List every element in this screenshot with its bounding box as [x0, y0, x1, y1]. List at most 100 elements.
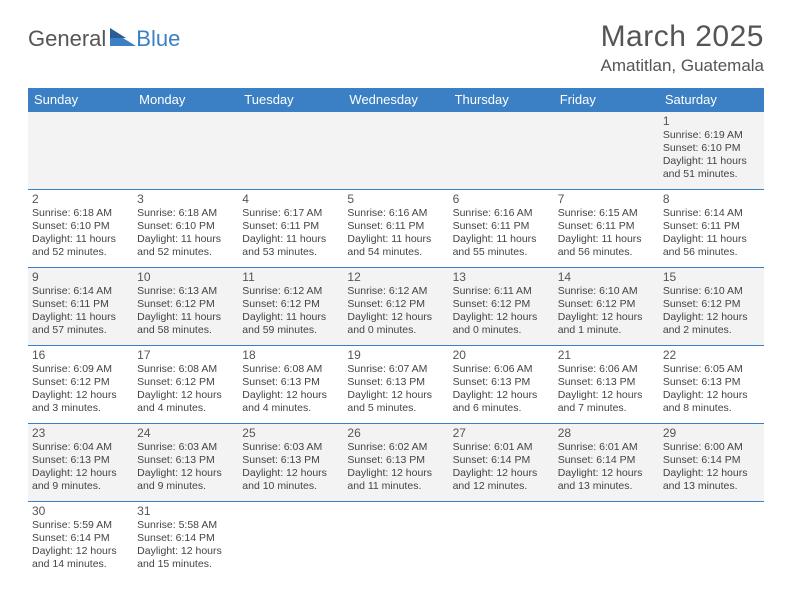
daylight-text: Daylight: 12 hours and 14 minutes.: [32, 545, 129, 571]
calendar-day-cell: 1Sunrise: 6:19 AMSunset: 6:10 PMDaylight…: [659, 112, 764, 190]
daylight-text: Daylight: 12 hours and 12 minutes.: [453, 467, 550, 493]
calendar-week-row: 30Sunrise: 5:59 AMSunset: 6:14 PMDayligh…: [28, 502, 764, 580]
weekday-header: Wednesday: [343, 88, 448, 112]
calendar-day-cell: 14Sunrise: 6:10 AMSunset: 6:12 PMDayligh…: [554, 268, 659, 346]
daylight-text: Daylight: 12 hours and 13 minutes.: [558, 467, 655, 493]
sunset-text: Sunset: 6:11 PM: [347, 220, 444, 233]
weekday-header: Sunday: [28, 88, 133, 112]
day-number: 19: [347, 348, 444, 362]
day-number: 15: [663, 270, 760, 284]
weekday-header-row: Sunday Monday Tuesday Wednesday Thursday…: [28, 88, 764, 112]
calendar-week-row: 9Sunrise: 6:14 AMSunset: 6:11 PMDaylight…: [28, 268, 764, 346]
calendar-week-row: 2Sunrise: 6:18 AMSunset: 6:10 PMDaylight…: [28, 190, 764, 268]
sunset-text: Sunset: 6:13 PM: [242, 454, 339, 467]
daylight-text: Daylight: 11 hours and 53 minutes.: [242, 233, 339, 259]
daylight-text: Daylight: 11 hours and 55 minutes.: [453, 233, 550, 259]
calendar-day-cell: 25Sunrise: 6:03 AMSunset: 6:13 PMDayligh…: [238, 424, 343, 502]
daylight-text: Daylight: 11 hours and 59 minutes.: [242, 311, 339, 337]
day-number: 9: [32, 270, 129, 284]
page-title: March 2025: [601, 20, 764, 54]
daylight-text: Daylight: 11 hours and 56 minutes.: [663, 233, 760, 259]
day-number: 6: [453, 192, 550, 206]
calendar-day-cell: 13Sunrise: 6:11 AMSunset: 6:12 PMDayligh…: [449, 268, 554, 346]
daylight-text: Daylight: 12 hours and 2 minutes.: [663, 311, 760, 337]
daylight-text: Daylight: 12 hours and 5 minutes.: [347, 389, 444, 415]
daylight-text: Daylight: 12 hours and 3 minutes.: [32, 389, 129, 415]
sunrise-text: Sunrise: 5:59 AM: [32, 519, 129, 532]
sunset-text: Sunset: 6:11 PM: [663, 220, 760, 233]
calendar-day-cell: 6Sunrise: 6:16 AMSunset: 6:11 PMDaylight…: [449, 190, 554, 268]
day-number: 14: [558, 270, 655, 284]
sunset-text: Sunset: 6:12 PM: [558, 298, 655, 311]
calendar-day-cell: [449, 112, 554, 190]
calendar-day-cell: 8Sunrise: 6:14 AMSunset: 6:11 PMDaylight…: [659, 190, 764, 268]
calendar-day-cell: 27Sunrise: 6:01 AMSunset: 6:14 PMDayligh…: [449, 424, 554, 502]
calendar-day-cell: 28Sunrise: 6:01 AMSunset: 6:14 PMDayligh…: [554, 424, 659, 502]
sunset-text: Sunset: 6:13 PM: [137, 454, 234, 467]
day-number: 16: [32, 348, 129, 362]
daylight-text: Daylight: 12 hours and 15 minutes.: [137, 545, 234, 571]
sunset-text: Sunset: 6:14 PM: [453, 454, 550, 467]
sunrise-text: Sunrise: 6:15 AM: [558, 207, 655, 220]
day-number: 31: [137, 504, 234, 518]
day-number: 5: [347, 192, 444, 206]
calendar-day-cell: 26Sunrise: 6:02 AMSunset: 6:13 PMDayligh…: [343, 424, 448, 502]
sunrise-text: Sunrise: 6:19 AM: [663, 129, 760, 142]
calendar-table: Sunday Monday Tuesday Wednesday Thursday…: [28, 88, 764, 580]
sunrise-text: Sunrise: 6:05 AM: [663, 363, 760, 376]
sunset-text: Sunset: 6:13 PM: [558, 376, 655, 389]
daylight-text: Daylight: 12 hours and 13 minutes.: [663, 467, 760, 493]
calendar-day-cell: 10Sunrise: 6:13 AMSunset: 6:12 PMDayligh…: [133, 268, 238, 346]
calendar-day-cell: 4Sunrise: 6:17 AMSunset: 6:11 PMDaylight…: [238, 190, 343, 268]
location-label: Amatitlan, Guatemala: [601, 56, 764, 76]
calendar-day-cell: 5Sunrise: 6:16 AMSunset: 6:11 PMDaylight…: [343, 190, 448, 268]
logo-pennant-icon: [110, 28, 136, 46]
sunset-text: Sunset: 6:11 PM: [558, 220, 655, 233]
logo-text-general: General: [28, 26, 106, 52]
calendar-day-cell: 11Sunrise: 6:12 AMSunset: 6:12 PMDayligh…: [238, 268, 343, 346]
calendar-week-row: 23Sunrise: 6:04 AMSunset: 6:13 PMDayligh…: [28, 424, 764, 502]
sunrise-text: Sunrise: 6:18 AM: [137, 207, 234, 220]
calendar-day-cell: [659, 502, 764, 580]
daylight-text: Daylight: 12 hours and 10 minutes.: [242, 467, 339, 493]
sunset-text: Sunset: 6:13 PM: [32, 454, 129, 467]
calendar-day-cell: 3Sunrise: 6:18 AMSunset: 6:10 PMDaylight…: [133, 190, 238, 268]
sunrise-text: Sunrise: 5:58 AM: [137, 519, 234, 532]
daylight-text: Daylight: 12 hours and 1 minute.: [558, 311, 655, 337]
day-number: 27: [453, 426, 550, 440]
calendar-day-cell: 18Sunrise: 6:08 AMSunset: 6:13 PMDayligh…: [238, 346, 343, 424]
daylight-text: Daylight: 12 hours and 7 minutes.: [558, 389, 655, 415]
daylight-text: Daylight: 12 hours and 4 minutes.: [242, 389, 339, 415]
sunset-text: Sunset: 6:10 PM: [32, 220, 129, 233]
daylight-text: Daylight: 12 hours and 11 minutes.: [347, 467, 444, 493]
daylight-text: Daylight: 11 hours and 57 minutes.: [32, 311, 129, 337]
day-number: 30: [32, 504, 129, 518]
weekday-header: Friday: [554, 88, 659, 112]
calendar-week-row: 1Sunrise: 6:19 AMSunset: 6:10 PMDaylight…: [28, 112, 764, 190]
sunrise-text: Sunrise: 6:02 AM: [347, 441, 444, 454]
sunrise-text: Sunrise: 6:06 AM: [453, 363, 550, 376]
sunrise-text: Sunrise: 6:14 AM: [663, 207, 760, 220]
sunset-text: Sunset: 6:13 PM: [663, 376, 760, 389]
title-block: March 2025 Amatitlan, Guatemala: [601, 20, 764, 76]
calendar-week-row: 16Sunrise: 6:09 AMSunset: 6:12 PMDayligh…: [28, 346, 764, 424]
calendar-day-cell: [238, 502, 343, 580]
sunset-text: Sunset: 6:12 PM: [242, 298, 339, 311]
sunrise-text: Sunrise: 6:08 AM: [137, 363, 234, 376]
sunrise-text: Sunrise: 6:09 AM: [32, 363, 129, 376]
calendar-day-cell: [133, 112, 238, 190]
calendar-day-cell: 12Sunrise: 6:12 AMSunset: 6:12 PMDayligh…: [343, 268, 448, 346]
sunrise-text: Sunrise: 6:12 AM: [242, 285, 339, 298]
sunset-text: Sunset: 6:14 PM: [558, 454, 655, 467]
calendar-day-cell: 20Sunrise: 6:06 AMSunset: 6:13 PMDayligh…: [449, 346, 554, 424]
day-number: 10: [137, 270, 234, 284]
sunset-text: Sunset: 6:12 PM: [453, 298, 550, 311]
logo: General Blue: [28, 20, 180, 52]
calendar-day-cell: 16Sunrise: 6:09 AMSunset: 6:12 PMDayligh…: [28, 346, 133, 424]
day-number: 26: [347, 426, 444, 440]
sunrise-text: Sunrise: 6:00 AM: [663, 441, 760, 454]
day-number: 7: [558, 192, 655, 206]
weekday-header: Tuesday: [238, 88, 343, 112]
day-number: 3: [137, 192, 234, 206]
sunset-text: Sunset: 6:10 PM: [663, 142, 760, 155]
